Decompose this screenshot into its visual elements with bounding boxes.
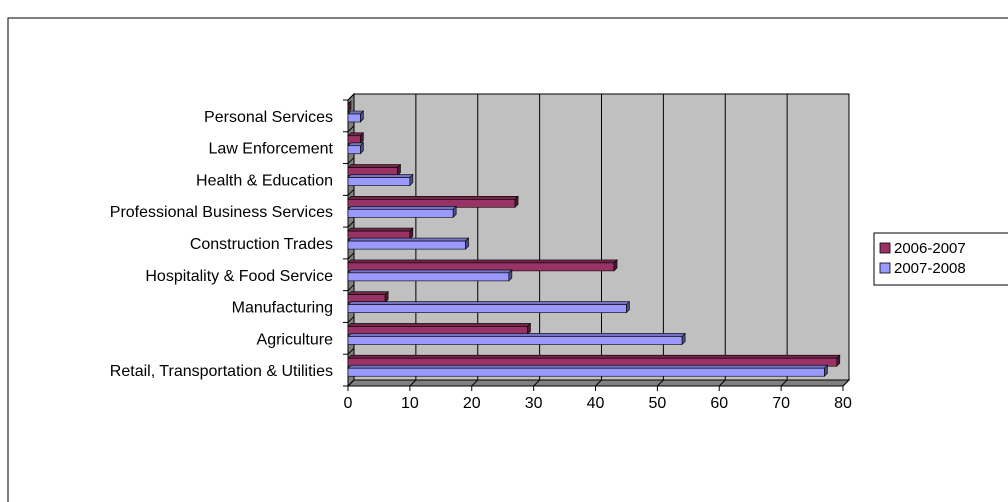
legend-swatch xyxy=(879,242,891,254)
gridline-floor xyxy=(471,379,479,387)
y-tick-mark-wall xyxy=(347,252,355,260)
bar-end xyxy=(347,100,352,113)
bar-end xyxy=(384,290,389,304)
bar-top xyxy=(347,196,519,200)
bar-end xyxy=(360,110,364,123)
y-tick-mark-wall xyxy=(347,157,355,164)
bar-end xyxy=(360,132,364,145)
bar-end xyxy=(681,332,686,346)
bar xyxy=(347,145,361,155)
bar xyxy=(347,336,683,345)
chart-area-border xyxy=(7,17,1008,502)
gridline-floor xyxy=(842,379,850,387)
y-tick-mark-wall xyxy=(347,347,355,355)
x-tick-label: 80 xyxy=(834,395,852,412)
bar-end xyxy=(409,173,414,187)
bar-top xyxy=(347,237,470,242)
category-labels: Personal Services Law Enforcement Health &… xyxy=(110,109,334,380)
y-tick-mark-wall xyxy=(347,93,355,101)
bar-end xyxy=(360,142,364,155)
bar-top xyxy=(347,206,457,210)
gridline-floor xyxy=(409,379,417,387)
bar xyxy=(347,304,627,313)
legend: 2006-2007 2007-2008 xyxy=(873,232,1008,286)
gridline-floor xyxy=(780,379,788,387)
y-tick-mark-wall xyxy=(347,220,355,228)
legend-label: 2007-2008 xyxy=(894,260,966,277)
category-label: Personal Services xyxy=(204,109,333,126)
y-tick-mark-wall xyxy=(347,379,355,387)
x-tick-label: 0 xyxy=(344,395,353,412)
category-label: Health & Education xyxy=(196,172,333,189)
category-label: Professional Business Services xyxy=(110,204,333,221)
x-tick-label: 50 xyxy=(648,395,666,412)
bar xyxy=(347,177,411,186)
category-label: Construction Trades xyxy=(190,236,333,253)
bar-marks xyxy=(347,100,841,377)
category-label: Law Enforcement xyxy=(208,141,333,158)
category-label: Retail, Transportation & Utilities xyxy=(110,363,333,380)
bar-top xyxy=(347,227,414,232)
x-tick-label: 30 xyxy=(525,395,543,412)
bar-end xyxy=(409,227,414,240)
y-tick-mark-wall xyxy=(347,125,355,133)
x-tick-label: 70 xyxy=(772,395,790,412)
bar-top xyxy=(347,323,532,327)
bar-end xyxy=(626,300,630,314)
bar xyxy=(347,209,454,218)
category-label: Hospitality & Food Service xyxy=(145,268,333,285)
bar-top xyxy=(347,259,618,264)
bar-top xyxy=(347,364,829,369)
legend-swatch xyxy=(879,262,891,274)
bar xyxy=(347,272,510,282)
bar-end xyxy=(465,237,469,250)
gridline-floor xyxy=(718,379,726,387)
bar-top xyxy=(347,333,686,337)
bar-end xyxy=(613,259,618,272)
bar-top xyxy=(347,164,402,168)
x-tick-label: 10 xyxy=(401,395,419,412)
gridline-floor xyxy=(657,379,664,387)
bar xyxy=(347,113,361,123)
x-tick-labels: 0 10 20 30 40 50 60 70 80 xyxy=(344,395,852,412)
y-tick-mark-wall xyxy=(347,316,355,323)
x-tick-label: 60 xyxy=(710,395,728,412)
bar-end xyxy=(527,322,531,336)
legend-label: 2006-2007 xyxy=(894,240,966,257)
bar-end xyxy=(397,163,401,177)
category-label: Agriculture xyxy=(257,331,334,348)
x-tick-label: 40 xyxy=(587,395,605,412)
bar-top xyxy=(347,301,631,305)
bar xyxy=(347,367,825,377)
bar-end xyxy=(824,364,828,377)
category-label: Manufacturing xyxy=(232,300,333,317)
x-tick-label: 20 xyxy=(463,395,481,412)
y-tick-mark-wall xyxy=(347,188,355,196)
bar-top xyxy=(347,174,414,178)
bar-end xyxy=(836,354,841,367)
bar-end xyxy=(514,195,519,209)
bar-top xyxy=(347,291,389,295)
gridline-floor xyxy=(533,379,540,387)
bar-end xyxy=(508,269,513,282)
bar-top xyxy=(347,354,841,359)
gridline-floor xyxy=(595,379,602,387)
y-tick-mark-wall xyxy=(347,284,355,292)
legend-box xyxy=(873,232,1008,286)
bar xyxy=(347,240,466,250)
bar-end xyxy=(452,205,457,219)
bar-top xyxy=(347,269,513,274)
